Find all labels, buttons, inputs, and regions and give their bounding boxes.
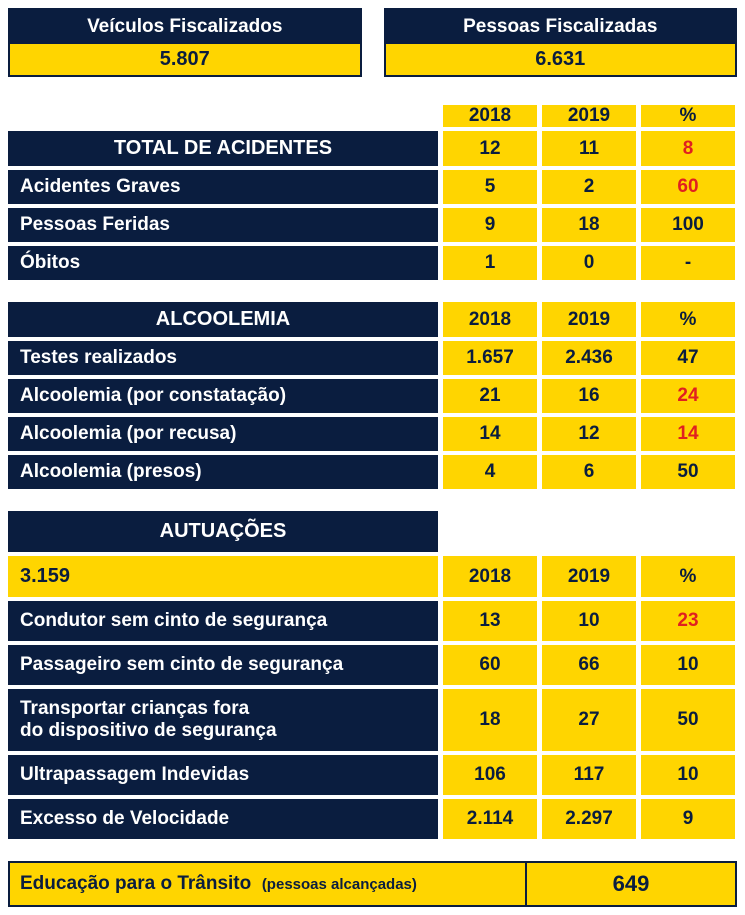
aut-col-2019: 2019 (542, 556, 636, 597)
presos-2019: 6 (542, 455, 636, 489)
graves-label: Acidentes Graves (8, 170, 438, 204)
constat-label: Alcoolemia (por constatação) (8, 379, 438, 413)
alc-col-2019: 2019 (542, 302, 636, 337)
condutor-2018: 13 (443, 601, 537, 641)
veiculos-box: Veículos Fiscalizados 5.807 (8, 8, 362, 77)
passageiro-2019: 66 (542, 645, 636, 685)
recusa-label: Alcoolemia (por recusa) (8, 417, 438, 451)
presos-label: Alcoolemia (presos) (8, 455, 438, 489)
criancas-label: Transportar crianças fora do dispositivo… (8, 689, 438, 751)
graves-2019: 2 (542, 170, 636, 204)
testes-2018: 1.657 (443, 341, 537, 375)
autuacoes-total: 3.159 (8, 556, 438, 597)
testes-pct: 47 (641, 341, 735, 375)
feridas-2018: 9 (443, 208, 537, 242)
feridas-2019: 18 (542, 208, 636, 242)
aut-col-2018: 2018 (443, 556, 537, 597)
constat-2019: 16 (542, 379, 636, 413)
educacao-sub: (pessoas alcançadas) (262, 876, 417, 893)
educacao-value: 649 (525, 863, 735, 905)
pessoas-value: 6.631 (386, 44, 736, 75)
excesso-2019: 2.297 (542, 799, 636, 839)
col-2018: 2018 (443, 105, 537, 127)
graves-pct: 60 (641, 170, 735, 204)
testes-2019: 2.436 (542, 341, 636, 375)
alcoolemia-table: ALCOOLEMIA 2018 2019 % Testes realizados… (8, 302, 737, 489)
acidentes-title: TOTAL DE ACIDENTES (8, 131, 438, 166)
alc-col-2018: 2018 (443, 302, 537, 337)
condutor-pct: 23 (641, 601, 735, 641)
autuacoes-table: AUTUAÇÕES 3.159 2018 2019 % Condutor sem… (8, 511, 737, 839)
top-summary: Veículos Fiscalizados 5.807 Pessoas Fisc… (8, 8, 737, 77)
veiculos-value: 5.807 (10, 44, 360, 75)
excesso-pct: 9 (641, 799, 735, 839)
veiculos-label: Veículos Fiscalizados (10, 10, 360, 44)
feridas-pct: 100 (641, 208, 735, 242)
passageiro-label: Passageiro sem cinto de segurança (8, 645, 438, 685)
criancas-pct: 50 (641, 689, 735, 751)
ultrapass-label: Ultrapassagem Indevidas (8, 755, 438, 795)
alcoolemia-title: ALCOOLEMIA (8, 302, 438, 337)
acidentes-total-2018: 12 (443, 131, 537, 166)
aut-col-pct: % (641, 556, 735, 597)
presos-2018: 4 (443, 455, 537, 489)
pessoas-label: Pessoas Fiscalizadas (386, 10, 736, 44)
col-pct: % (641, 105, 735, 127)
obitos-2018: 1 (443, 246, 537, 280)
obitos-pct: - (641, 246, 735, 280)
condutor-2019: 10 (542, 601, 636, 641)
passageiro-pct: 10 (641, 645, 735, 685)
educacao-main: Educação para o Trânsito (20, 873, 251, 894)
obitos-label: Óbitos (8, 246, 438, 280)
acidentes-table: 2018 2019 % TOTAL DE ACIDENTES 12 11 8 A… (8, 105, 737, 280)
alc-col-pct: % (641, 302, 735, 337)
criancas-2018: 18 (443, 689, 537, 751)
ultrapass-2019: 117 (542, 755, 636, 795)
obitos-2019: 0 (542, 246, 636, 280)
acidentes-total-pct: 8 (641, 131, 735, 166)
col-2019: 2019 (542, 105, 636, 127)
testes-label: Testes realizados (8, 341, 438, 375)
ultrapass-2018: 106 (443, 755, 537, 795)
recusa-pct: 14 (641, 417, 735, 451)
constat-pct: 24 (641, 379, 735, 413)
autuacoes-title: AUTUAÇÕES (8, 511, 438, 552)
acidentes-total-2019: 11 (542, 131, 636, 166)
educacao-text: Educação para o Trânsito (pessoas alcanç… (10, 865, 525, 903)
criancas-2019: 27 (542, 689, 636, 751)
feridas-label: Pessoas Feridas (8, 208, 438, 242)
condutor-label: Condutor sem cinto de segurança (8, 601, 438, 641)
constat-2018: 21 (443, 379, 537, 413)
recusa-2019: 12 (542, 417, 636, 451)
graves-2018: 5 (443, 170, 537, 204)
excesso-label: Excesso de Velocidade (8, 799, 438, 839)
presos-pct: 50 (641, 455, 735, 489)
passageiro-2018: 60 (443, 645, 537, 685)
ultrapass-pct: 10 (641, 755, 735, 795)
excesso-2018: 2.114 (443, 799, 537, 839)
recusa-2018: 14 (443, 417, 537, 451)
pessoas-box: Pessoas Fiscalizadas 6.631 (384, 8, 738, 77)
educacao-footer: Educação para o Trânsito (pessoas alcanç… (8, 861, 737, 907)
